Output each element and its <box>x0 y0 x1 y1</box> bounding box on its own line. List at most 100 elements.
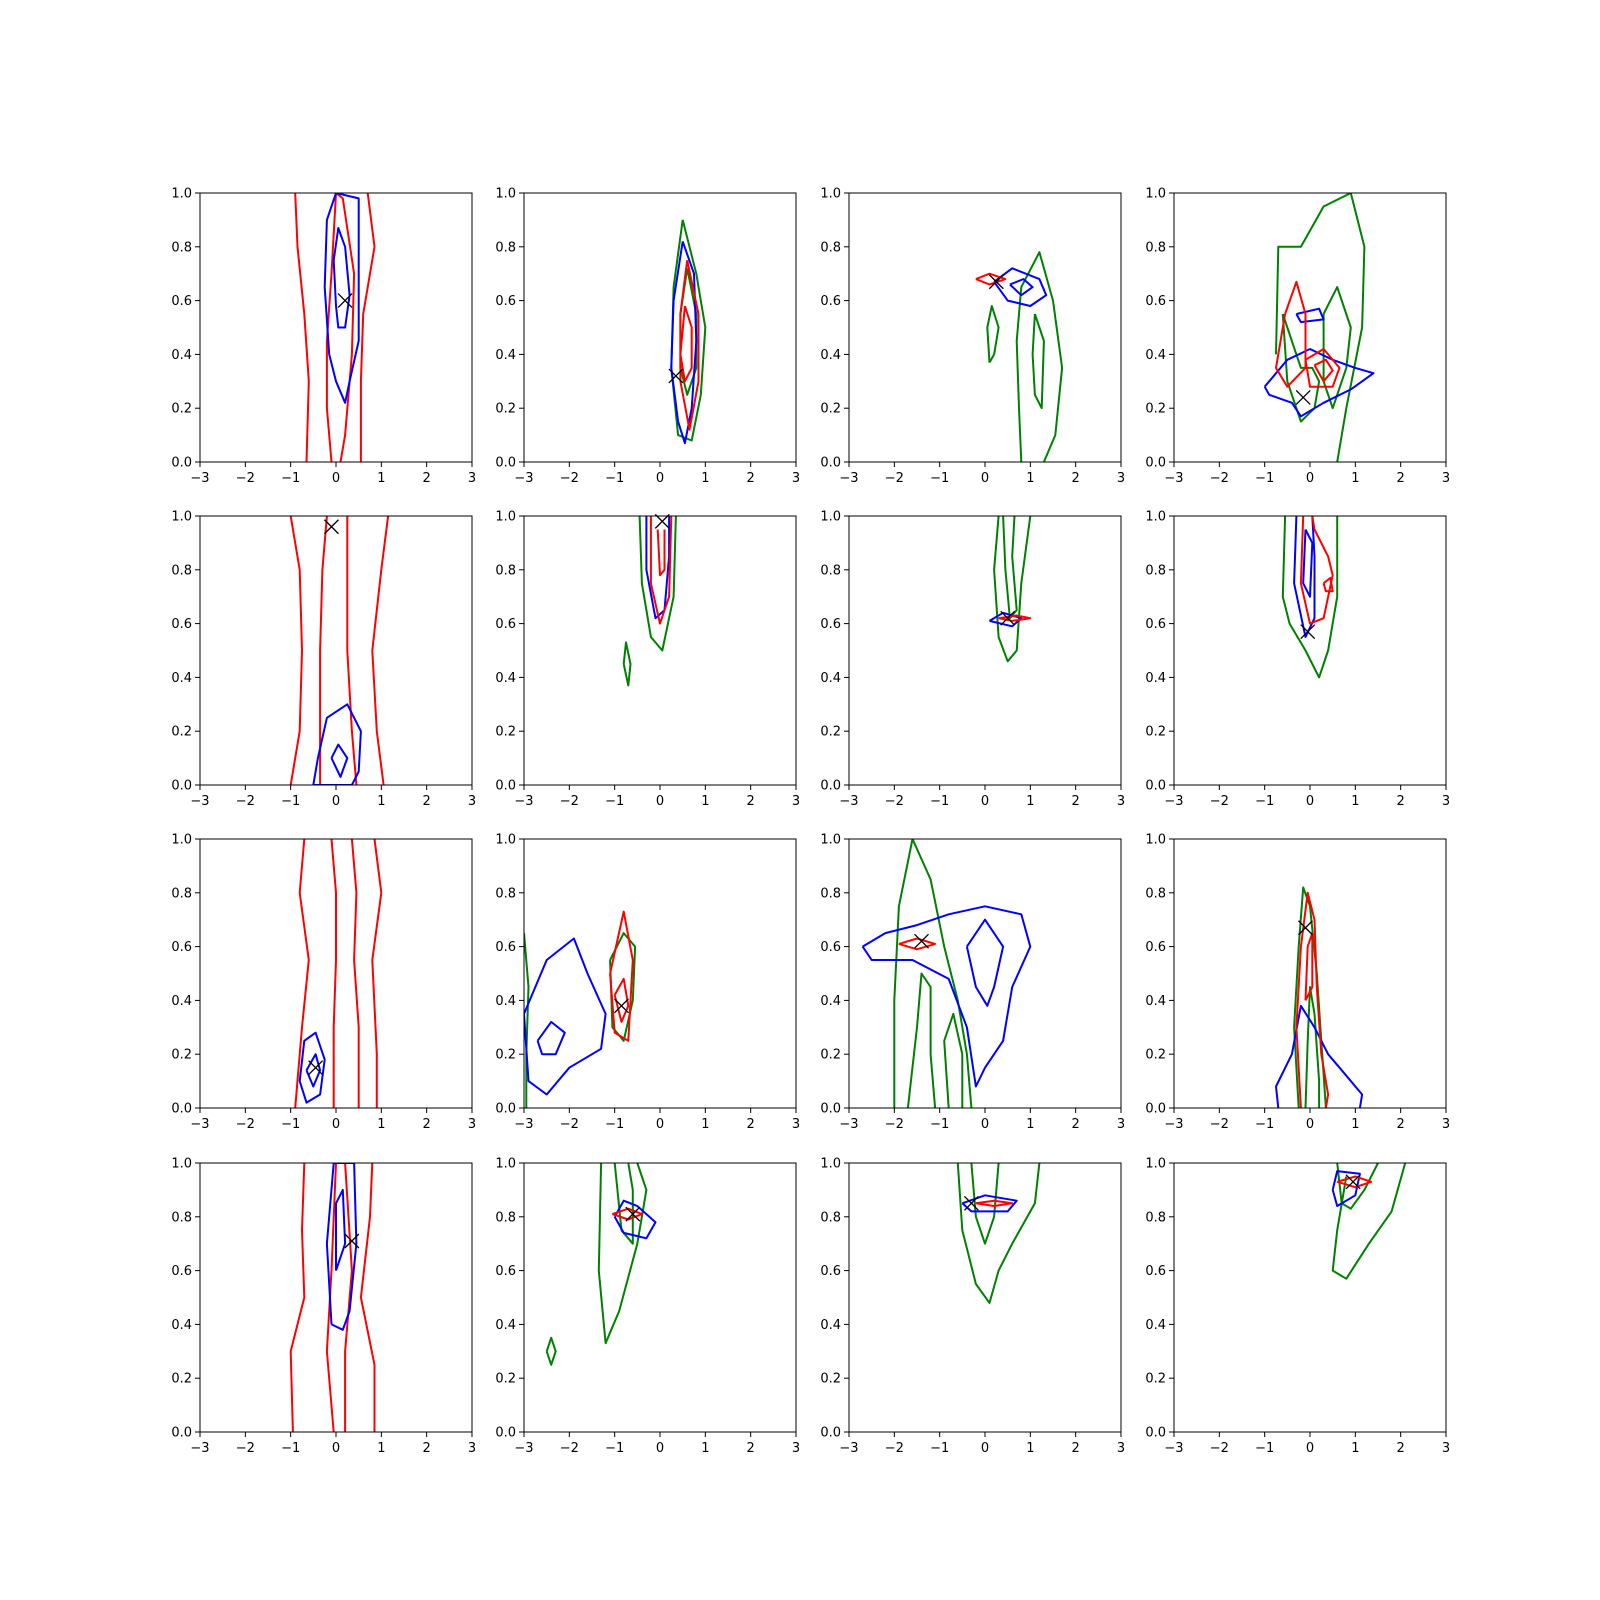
subplot-r3-c1: −3 −2 −1 0 1 2 3 0.0 0.2 0.4 0.6 0.8 1.0 <box>171 833 476 1133</box>
x-tick-label: 0 <box>656 1441 664 1456</box>
y-tick-label: 0.4 <box>820 994 841 1009</box>
x-tick-label: −3 <box>190 1117 209 1132</box>
x-tick-label: −2 <box>560 1117 579 1132</box>
y-tick-label: 0.4 <box>1145 1318 1166 1333</box>
plot-area <box>861 839 1032 1108</box>
y-tick-label: 0.0 <box>820 1426 841 1441</box>
red-contour-line <box>975 1199 1014 1207</box>
x-tick-label: −2 <box>560 794 579 809</box>
axes-frame <box>199 192 473 463</box>
red-contour-line <box>294 839 310 1108</box>
y-tick-label: 0.8 <box>495 240 516 255</box>
y-tick-label: 0.0 <box>820 779 841 794</box>
red-contour-line <box>294 193 310 462</box>
x-tick-label: −1 <box>1255 794 1274 809</box>
subplot-r1-c3: −3 −2 −1 0 1 2 3 0.0 0.2 0.4 0.6 0.8 1.0 <box>820 187 1125 487</box>
x-tick-label: −3 <box>1164 1117 1183 1132</box>
y-tick-label: 0.8 <box>1145 240 1166 255</box>
x-tick-label: −2 <box>560 1441 579 1456</box>
green-contour-line <box>1002 516 1018 620</box>
y-tick-label: 0.4 <box>820 348 841 363</box>
y-tick-label: 1.0 <box>171 1157 192 1172</box>
x-tick-label: −1 <box>605 1441 624 1456</box>
x-tick-label: 3 <box>1117 794 1125 809</box>
blue-contour-line <box>332 227 351 329</box>
subplot-r2-c3: −3 −2 −1 0 1 2 3 0.0 0.2 0.4 0.6 0.8 1.0 <box>820 510 1125 810</box>
y-tick-label: 0.0 <box>1145 779 1166 794</box>
y-tick-label: 0.2 <box>820 1048 841 1063</box>
x-tick-label: 2 <box>423 794 431 809</box>
blue-contour-line <box>335 1188 347 1271</box>
red-contour-line <box>289 1163 306 1432</box>
subplot-r1-c4: −3 −2 −1 0 1 2 3 0.0 0.2 0.4 0.6 0.8 1.0 <box>1145 187 1450 487</box>
x-tick-label: 3 <box>792 1441 800 1456</box>
x-tick-label: 2 <box>1397 471 1405 486</box>
x-marker <box>654 513 670 529</box>
x-tick-label: −3 <box>514 1441 533 1456</box>
green-contour-line <box>1031 313 1045 410</box>
y-tick-label: 0.0 <box>171 779 192 794</box>
green-contour-line <box>970 1163 1000 1245</box>
y-tick-label: 0.6 <box>495 617 516 632</box>
y-tick-label: 0.6 <box>171 1264 192 1279</box>
green-contour-line <box>943 1012 964 1108</box>
x-tick-label: −3 <box>190 794 209 809</box>
x-tick-label: −3 <box>514 1117 533 1132</box>
x-tick-label: −3 <box>1164 1441 1183 1456</box>
y-tick-label: 0.0 <box>171 1102 192 1117</box>
x-tick-label: 0 <box>1306 1117 1314 1132</box>
x-tick-label: −3 <box>839 471 858 486</box>
x-tick-label: 1 <box>701 794 709 809</box>
y-tick-label: 1.0 <box>1145 510 1166 525</box>
y-tick-label: 1.0 <box>495 510 516 525</box>
subplot-r4-c4: −3 −2 −1 0 1 2 3 0.0 0.2 0.4 0.6 0.8 1.0 <box>1145 1157 1450 1457</box>
y-tick-label: 1.0 <box>1145 833 1166 848</box>
x-tick-label: 2 <box>423 1117 431 1132</box>
x-tick-label: −3 <box>839 794 858 809</box>
y-tick-label: 0.2 <box>1145 402 1166 417</box>
x-tick-label: −2 <box>885 1117 904 1132</box>
x-tick-label: −3 <box>1164 471 1183 486</box>
x-tick-label: 3 <box>1117 1441 1125 1456</box>
y-tick-label: 0.8 <box>171 1210 192 1225</box>
x-tick-label: 1 <box>1351 1117 1359 1132</box>
x-tick-label: −1 <box>930 1441 949 1456</box>
x-tick-label: −2 <box>1210 794 1229 809</box>
y-tick-label: 1.0 <box>495 833 516 848</box>
x-tick-label: −1 <box>281 1441 300 1456</box>
x-tick-label: 0 <box>656 471 664 486</box>
x-tick-label: 3 <box>1117 471 1125 486</box>
subplot-r1-c2: −3 −2 −1 0 1 2 3 0.0 0.2 0.4 0.6 0.8 1.0 <box>495 187 800 487</box>
x-tick-label: −3 <box>190 1441 209 1456</box>
axes-frame <box>1173 1162 1447 1433</box>
y-tick-label: 0.0 <box>495 456 516 471</box>
y-tick-label: 0.6 <box>171 940 192 955</box>
x-tick-label: −1 <box>930 471 949 486</box>
y-tick-label: 0.2 <box>1145 1372 1166 1387</box>
green-contour-line <box>609 932 637 1042</box>
blue-contour-line <box>1009 278 1034 297</box>
x-tick-label: −1 <box>281 794 300 809</box>
x-tick-label: −2 <box>885 794 904 809</box>
y-tick-label: 0.2 <box>171 1372 192 1387</box>
x-tick-label: −2 <box>236 471 255 486</box>
subplot-r3-c4: −3 −2 −1 0 1 2 3 0.0 0.2 0.4 0.6 0.8 1.0 <box>1145 833 1450 1133</box>
y-tick-label: 0.4 <box>820 1318 841 1333</box>
x-tick-label: 3 <box>468 471 476 486</box>
y-tick-label: 0.0 <box>820 1102 841 1117</box>
green-contour-line <box>993 516 1032 663</box>
y-tick-label: 0.0 <box>171 1426 192 1441</box>
green-contour-line <box>893 839 973 1108</box>
red-contour-line <box>325 193 356 462</box>
y-tick-label: 0.2 <box>820 402 841 417</box>
red-contour-line <box>371 839 383 1108</box>
y-tick-label: 0.2 <box>171 402 192 417</box>
y-tick-label: 0.4 <box>495 671 516 686</box>
y-tick-label: 0.4 <box>495 994 516 1009</box>
subplot-r4-c1: −3 −2 −1 0 1 2 3 0.0 0.2 0.4 0.6 0.8 1.0 <box>171 1157 476 1457</box>
x-tick-label: 3 <box>1442 471 1450 486</box>
x-tick-label: 3 <box>792 1117 800 1132</box>
y-tick-label: 0.4 <box>171 1318 192 1333</box>
blue-contour-line <box>1331 1170 1361 1207</box>
blue-contour-line <box>524 937 607 1096</box>
